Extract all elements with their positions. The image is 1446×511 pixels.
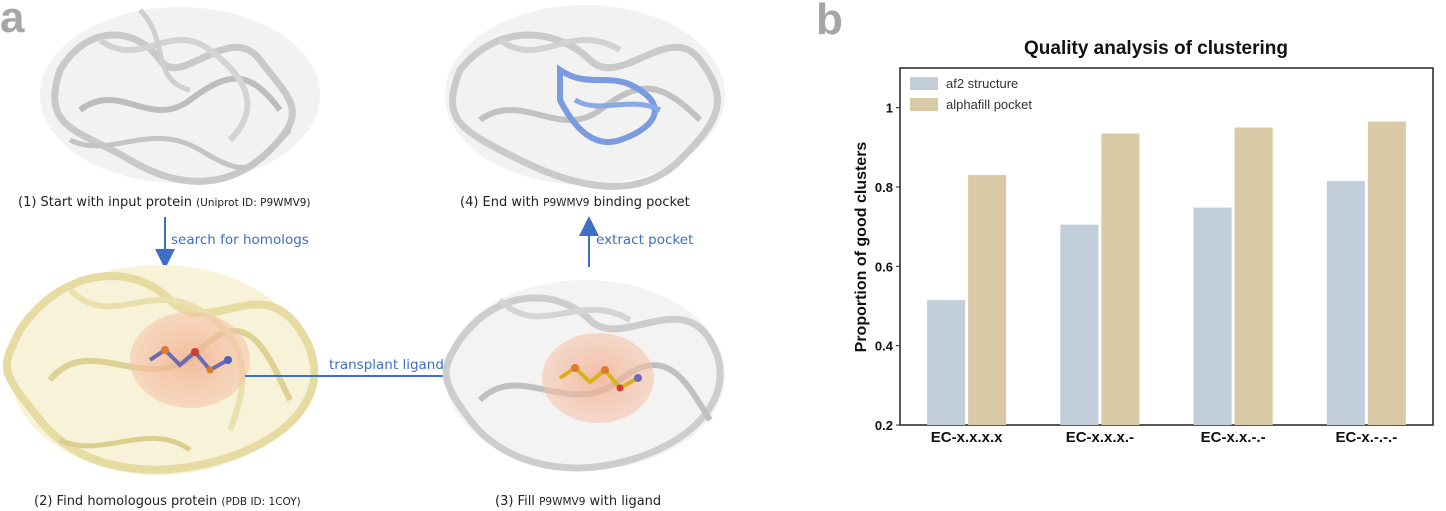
extract-arrow-label: extract pocket — [596, 232, 694, 248]
step1-main: (1) Start with input protein — [18, 195, 192, 210]
bar-alphafill-pocket — [968, 175, 1007, 425]
legend-label: af2 structure — [946, 76, 1018, 91]
homolog-protein-structure — [3, 265, 319, 475]
step4-prefix: (4) End with — [460, 195, 539, 210]
bar-alphafill-pocket — [1367, 121, 1406, 426]
transplant-arrow-label: transplant ligand — [329, 357, 444, 373]
step4-caption: (4) End with P9WMV9 binding pocket — [460, 195, 690, 210]
x-tick-label: EC-x.-.-.- — [1336, 429, 1398, 446]
step1-detail: (Uniprot ID: P9WMV9) — [196, 197, 311, 209]
step3-prefix: (3) Fill — [495, 494, 535, 509]
legend-swatch — [910, 77, 938, 90]
homolog-pocket-highlight — [130, 312, 250, 408]
x-tick-label: EC-x.x.x.- — [1066, 429, 1134, 446]
legend-swatch — [910, 98, 938, 111]
pocket-residues — [557, 64, 658, 145]
step3-protein: P9WMV9 — [539, 496, 586, 508]
step2-caption: (2) Find homologous protein (PDB ID: 1CO… — [34, 494, 301, 509]
step1-caption: (1) Start with input protein (Uniprot ID… — [18, 195, 311, 210]
step2-main: (2) Find homologous protein — [34, 494, 218, 509]
step4-protein: P9WMV9 — [543, 197, 590, 209]
y-tick-label: 0.2 — [875, 418, 893, 433]
y-tick-label: 0.4 — [875, 339, 894, 354]
y-tick-label: 0.6 — [875, 259, 893, 274]
transplanted-ligand — [558, 364, 642, 392]
bar-alphafill-pocket — [1234, 127, 1273, 425]
bar-af2-structure — [1193, 207, 1232, 425]
pocket-protein-structure — [445, 5, 725, 190]
x-tick-label: EC-x.x.-.- — [1201, 429, 1266, 446]
panel-a-label: a — [0, 0, 25, 42]
plot-frame — [899, 67, 1434, 426]
input-protein-structure — [40, 7, 320, 185]
bar-af2-structure — [927, 300, 966, 425]
bar-alphafill-pocket — [1101, 133, 1140, 425]
panel-b-label: b — [816, 0, 843, 44]
step3-suffix: with ligand — [589, 494, 662, 509]
step2-detail: (PDB ID: 1COY) — [221, 496, 301, 508]
legend-label: alphafill pocket — [946, 97, 1032, 112]
homolog-ligand — [148, 346, 232, 374]
y-tick-label: 1 — [886, 101, 893, 116]
x-tick-label: EC-x.x.x.x — [931, 429, 1003, 446]
bar-af2-structure — [1326, 181, 1365, 425]
y-tick-label: 0.8 — [875, 180, 893, 195]
step3-caption: (3) Fill P9WMV9 with ligand — [495, 494, 661, 509]
step4-suffix: binding pocket — [593, 195, 690, 210]
bar-af2-structure — [1060, 224, 1099, 425]
chart-title: Quality analysis of clustering — [1024, 38, 1288, 59]
search-arrow-label: search for homologs — [171, 232, 309, 248]
filled-protein-structure — [442, 280, 725, 472]
